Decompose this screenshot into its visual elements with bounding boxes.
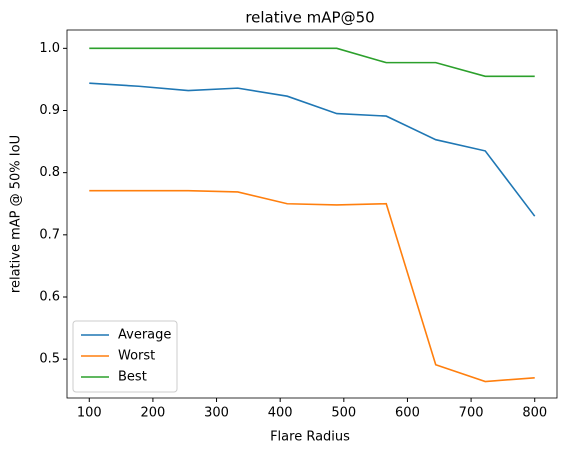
plot-frame: [66, 29, 558, 399]
x-tick-label: 500: [331, 406, 356, 421]
y-tick-label: 0.6: [39, 289, 60, 304]
legend-label: Best: [118, 370, 147, 385]
y-tick-label: 1.0: [39, 41, 60, 56]
x-tick-label: 600: [395, 406, 420, 421]
x-tick-label: 800: [522, 406, 547, 421]
y-tick-label: 0.7: [39, 227, 60, 242]
chart-title: relative mAP@50: [245, 9, 374, 27]
legend-box: [72, 320, 178, 393]
x-tick-label: 100: [77, 406, 102, 421]
legend-label: Worst: [118, 349, 155, 364]
x-tick-label: 200: [140, 406, 165, 421]
series-line: [89, 82, 536, 217]
x-tick-label: 300: [204, 406, 229, 421]
x-axis-label: Flare Radius: [270, 430, 350, 445]
legend-label: Average: [118, 328, 171, 343]
y-axis-label: relative mAP @ 50% IoU: [9, 135, 24, 293]
x-tick-label: 700: [459, 406, 484, 421]
y-tick-label: 0.8: [39, 165, 60, 180]
series-line: [89, 47, 535, 78]
y-tick-label: 0.9: [39, 103, 60, 118]
y-tick-label: 0.5: [39, 352, 60, 367]
series-line: [89, 189, 535, 383]
x-tick-label: 400: [268, 406, 293, 421]
